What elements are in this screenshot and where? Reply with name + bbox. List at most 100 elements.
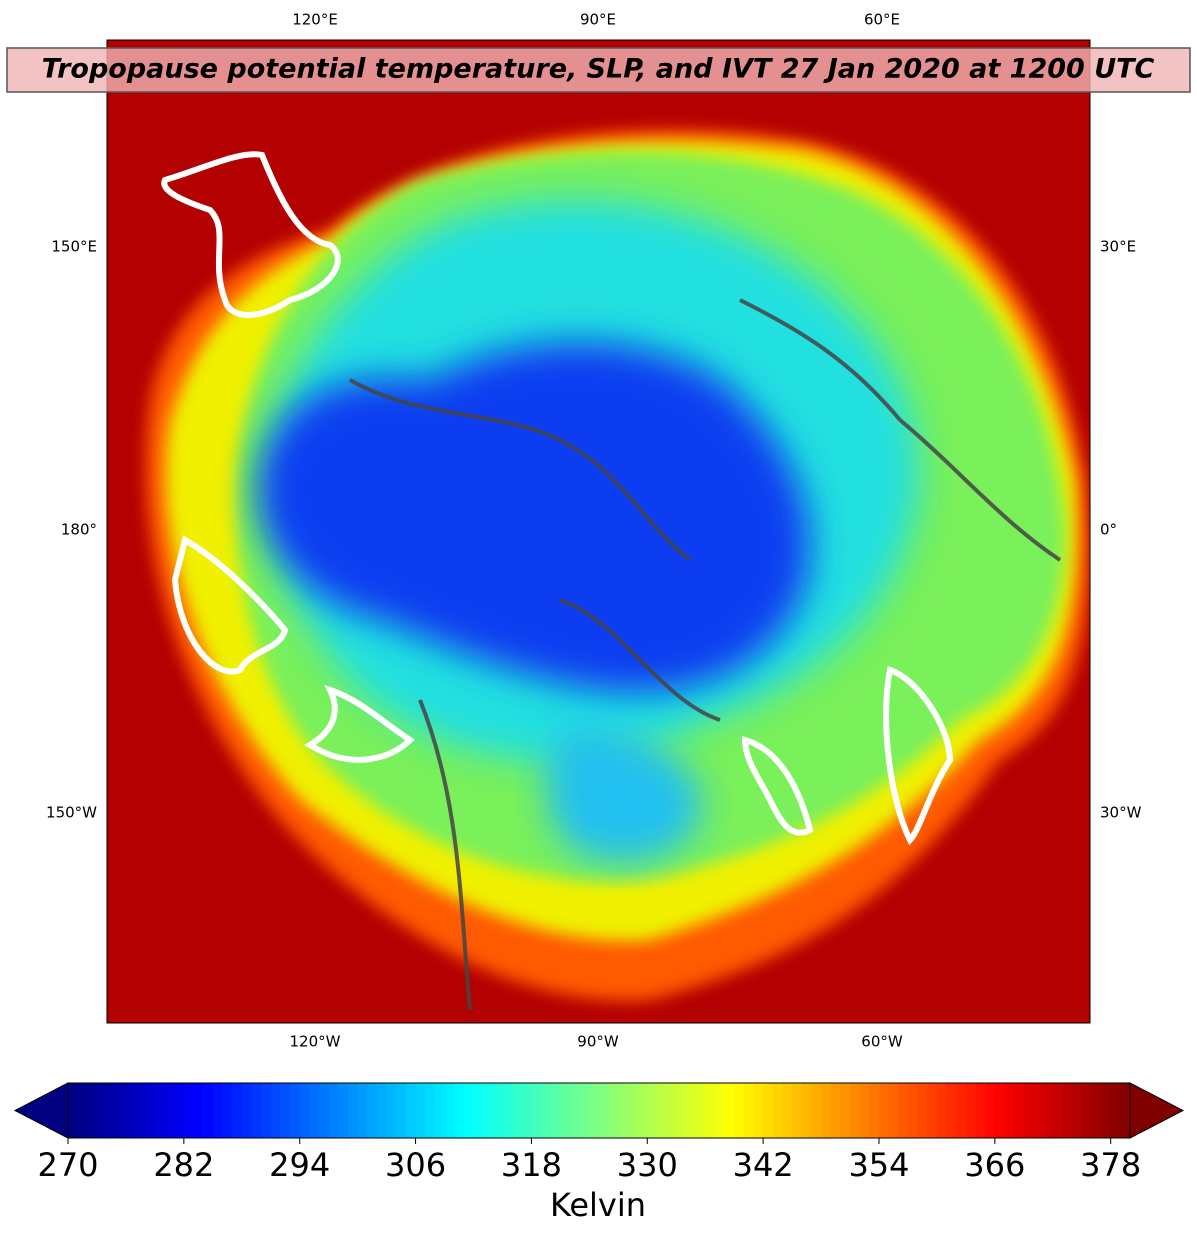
- colorbar-step: [241, 1083, 253, 1138]
- colorbar-step: [164, 1083, 175, 1138]
- colorbar-step: [328, 1083, 339, 1138]
- colorbar-step: [183, 1083, 195, 1138]
- colorbar-step: [888, 1083, 899, 1138]
- colorbar-step: [502, 1083, 513, 1138]
- colorbar-step: [714, 1083, 726, 1138]
- colorbar-step: [212, 1083, 224, 1138]
- colorbar-step: [299, 1083, 310, 1138]
- colorbar-step: [560, 1083, 571, 1138]
- colorbar-step: [792, 1083, 803, 1138]
- colorbar-step: [193, 1083, 204, 1138]
- colorbar-step: [1091, 1083, 1102, 1138]
- lon-label: 120°W: [290, 1033, 341, 1051]
- colorbar-tick-label: 282: [153, 1146, 214, 1184]
- colorbar-step: [1023, 1083, 1035, 1138]
- colorbar-step: [608, 1083, 619, 1138]
- colorbar-step: [676, 1083, 687, 1138]
- colorbar-step: [309, 1083, 320, 1138]
- colorbar-step: [405, 1083, 417, 1138]
- lon-label: 30°E: [1100, 238, 1136, 256]
- colorbar-step: [135, 1083, 146, 1138]
- colorbar-step: [1120, 1083, 1131, 1138]
- colorbar-step: [270, 1083, 281, 1138]
- colorbar-step: [840, 1083, 851, 1138]
- colorbar-step: [685, 1083, 697, 1138]
- colorbar-step: [772, 1083, 784, 1138]
- colorbar-step: [1110, 1083, 1121, 1138]
- colorbar-step: [627, 1083, 639, 1138]
- colorbar-tick-label: 342: [733, 1146, 794, 1184]
- lon-label: 60°W: [861, 1033, 903, 1051]
- title-box: [6, 47, 1191, 93]
- colorbar-step: [850, 1083, 861, 1138]
- colorbar-step: [734, 1083, 745, 1138]
- colorbar-step: [1081, 1083, 1092, 1138]
- colorbar-step: [917, 1083, 928, 1138]
- lon-label: 90°E: [580, 11, 616, 29]
- colorbar-step: [859, 1083, 870, 1138]
- colorbar-tick-label: 318: [501, 1146, 562, 1184]
- colorbar-tick-label: 366: [964, 1146, 1025, 1184]
- lon-label: 0°: [1100, 521, 1117, 539]
- colorbar-step: [898, 1083, 909, 1138]
- colorbar-step: [801, 1083, 812, 1138]
- colorbar-step: [454, 1083, 465, 1138]
- colorbar-extend-max: [1129, 1082, 1185, 1139]
- lon-label: 60°E: [864, 11, 900, 29]
- colorbar-step: [463, 1083, 475, 1138]
- colorbar-step: [811, 1083, 822, 1138]
- colorbar-step: [145, 1083, 156, 1138]
- colorbar-step: [1043, 1083, 1054, 1138]
- colorbar-step: [946, 1083, 957, 1138]
- colorbar-step: [927, 1083, 938, 1138]
- colorbar-step: [444, 1083, 455, 1138]
- colorbar-step: [956, 1083, 967, 1138]
- colorbar-step: [319, 1083, 330, 1138]
- colorbar-step: [724, 1083, 735, 1138]
- colorbar-step: [280, 1083, 291, 1138]
- colorbar-step: [753, 1083, 764, 1138]
- colorbar: 270 282 294 306 318 330 342 354 366 378: [13, 1082, 1185, 1184]
- colorbar-step: [994, 1083, 1006, 1138]
- colorbar-tick-label: 306: [385, 1146, 446, 1184]
- colorbar-step: [743, 1083, 755, 1138]
- colorbar-step: [1004, 1083, 1015, 1138]
- colorbar-extend-min: [13, 1082, 69, 1139]
- colorbar-step: [261, 1083, 272, 1138]
- colorbar-step: [985, 1083, 996, 1138]
- colorbar-step: [541, 1083, 552, 1138]
- colorbar-tick-label: 330: [617, 1146, 678, 1184]
- colorbar-label: Kelvin: [550, 1186, 646, 1224]
- colorbar-step: [531, 1083, 542, 1138]
- colorbar-step: [965, 1083, 977, 1138]
- colorbar-step: [975, 1083, 986, 1138]
- colorbar-step: [821, 1083, 832, 1138]
- title: Tropopause potential temperature, SLP, a…: [42, 54, 1155, 85]
- colorbar-step: [878, 1083, 890, 1138]
- map-field: [107, 40, 1090, 1023]
- colorbar-step: [599, 1083, 610, 1138]
- colorbar-step: [434, 1083, 446, 1138]
- colorbar-step: [705, 1083, 716, 1138]
- colorbar-step: [338, 1083, 349, 1138]
- colorbar-step: [125, 1083, 137, 1138]
- colorbar-step: [1062, 1083, 1073, 1138]
- colorbar-step: [907, 1083, 919, 1138]
- colorbar-step: [232, 1083, 243, 1138]
- lon-label: 120°E: [292, 11, 338, 29]
- colorbar-step: [116, 1083, 127, 1138]
- colorbar-step: [386, 1083, 397, 1138]
- colorbar-step: [618, 1083, 629, 1138]
- colorbar-step: [106, 1083, 117, 1138]
- lon-label: 90°W: [577, 1033, 619, 1051]
- colorbar-tick-label: 294: [269, 1146, 330, 1184]
- colorbar-step: [589, 1083, 600, 1138]
- colorbar-step: [869, 1083, 880, 1138]
- colorbar-step: [154, 1083, 166, 1138]
- colorbar-step: [87, 1083, 98, 1138]
- colorbar-step: [347, 1083, 359, 1138]
- colorbar-step: [830, 1083, 841, 1138]
- colorbar-step: [656, 1083, 668, 1138]
- colorbar-step: [1033, 1083, 1044, 1138]
